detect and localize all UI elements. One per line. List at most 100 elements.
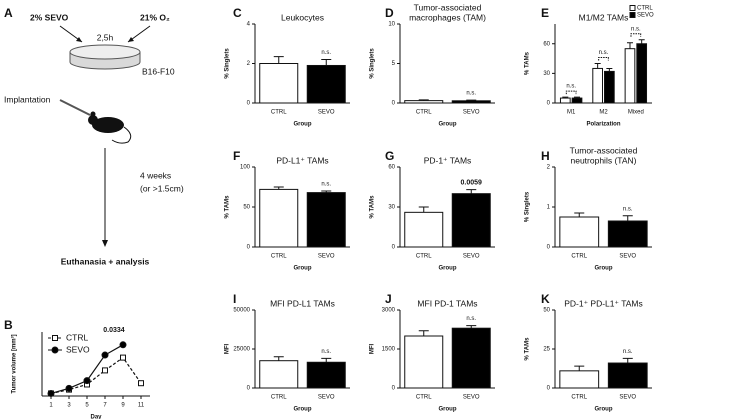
error-bar (594, 63, 601, 69)
bar (404, 211, 444, 248)
legend-label: SEVO (66, 344, 90, 354)
label: 2% SEVO (30, 12, 69, 22)
y-tick-label: 0 (547, 101, 551, 107)
y-tick-label: 50000 (233, 308, 250, 314)
x-tick-label: SEVO (318, 110, 335, 116)
legend-swatch (629, 5, 636, 11)
y-tick-label: 0 (392, 386, 396, 392)
label: 2,5h (97, 32, 114, 42)
panel-letter: H (541, 149, 550, 163)
x-tick-label: SEVO (463, 110, 480, 116)
x-tick-label: CTRL (571, 254, 587, 260)
y-tick-label: 4 (247, 22, 251, 28)
y-tick-label: 25000 (233, 347, 250, 353)
x-axis-label: Group (439, 407, 457, 413)
mouse-tail (111, 126, 132, 144)
legend-label: SEVO (637, 13, 654, 19)
y-tick-label: 25 (543, 347, 550, 353)
bar (404, 335, 444, 389)
mouse-head (88, 115, 98, 125)
error-bar (273, 356, 284, 361)
bracket (565, 90, 577, 95)
error-bar (466, 189, 477, 194)
chart-title: PD-1⁺ TAMs (424, 155, 472, 165)
bar (451, 100, 491, 104)
marker (138, 380, 144, 387)
x-axis-label: Group (595, 407, 613, 413)
label: 4 weeks (140, 170, 171, 180)
x-axis-label: Polarization (586, 122, 620, 128)
x-tick-label: CTRL (271, 254, 287, 260)
y-tick-label: 0 (547, 245, 551, 251)
arrowhead (102, 240, 108, 247)
y-tick-label: 1 (547, 205, 551, 211)
y-axis-label: % TAMs (525, 337, 531, 361)
x-tick-label: 5 (85, 403, 89, 409)
chart-title: macrophages (TAM) (409, 12, 486, 22)
panel-letter: J (385, 292, 392, 306)
label: Euthanasia + analysis (61, 256, 150, 266)
x-tick-label: 7 (103, 403, 107, 409)
y-axis-label: % Singlets (370, 48, 376, 79)
y-tick-label: 100 (240, 165, 251, 171)
annotation: n.s. (321, 182, 331, 188)
syringe (59, 99, 91, 116)
x-tick-label: M1 (567, 110, 576, 116)
marker (65, 384, 73, 392)
error-bar (321, 59, 332, 66)
marker (47, 389, 55, 397)
error-bar (273, 56, 284, 64)
error-bar (418, 330, 429, 336)
bracket (630, 33, 642, 37)
panel-letter: C (233, 6, 242, 20)
legend-marker (52, 335, 58, 341)
x-tick-label: CTRL (416, 110, 432, 116)
bar (592, 67, 603, 104)
arrowhead (76, 37, 82, 42)
label: B16-F10 (142, 66, 175, 76)
y-axis-label: % TAMs (225, 195, 231, 219)
annotation: n.s. (623, 206, 633, 212)
panel-letter: E (541, 6, 549, 20)
y-axis-label: MFI (370, 344, 376, 355)
bar (451, 327, 491, 389)
panel-letter: D (385, 6, 394, 20)
marker (83, 377, 91, 385)
y-axis-label: Tumor volume [mm³] (11, 334, 18, 393)
label: (or >1.5cm) (140, 183, 184, 193)
x-tick-label: CTRL (416, 395, 432, 401)
marker (102, 367, 108, 374)
legend-marker (51, 346, 59, 354)
y-tick-label: 50 (543, 308, 550, 314)
y-tick-label: 30 (388, 205, 395, 211)
y-tick-label: 0 (392, 101, 396, 107)
bar (306, 64, 346, 104)
bar (607, 220, 648, 248)
y-tick-label: 3000 (382, 308, 396, 314)
bar (451, 193, 491, 248)
x-tick-label: SEVO (318, 254, 335, 260)
error-bar (418, 206, 429, 213)
chart-title: PD-1⁺ PD-L1⁺ TAMs (564, 298, 643, 308)
label: 21% O₂ (140, 12, 170, 22)
x-axis-label: Group (294, 122, 312, 128)
bar (636, 43, 648, 104)
bar (306, 361, 346, 389)
x-tick-label: SEVO (463, 395, 480, 401)
error-bar (562, 96, 569, 99)
x-axis-label: Group (294, 407, 312, 413)
chart-title: PD-L1⁺ TAMs (276, 155, 328, 165)
x-tick-label: SEVO (619, 254, 636, 260)
y-tick-label: 2 (247, 61, 251, 67)
marker (120, 354, 126, 361)
bar (571, 97, 583, 104)
dish-top (69, 44, 141, 60)
y-axis-label: % Singlets (225, 48, 231, 79)
legend-label: CTRL (637, 6, 653, 12)
panel-letter: A (4, 6, 13, 20)
annotation: n.s. (566, 84, 576, 90)
panel-letter: K (541, 292, 550, 306)
chart-title: M1/M2 TAMs (579, 12, 629, 22)
y-tick-label: 60 (388, 165, 395, 171)
x-tick-label: 3 (67, 403, 71, 409)
